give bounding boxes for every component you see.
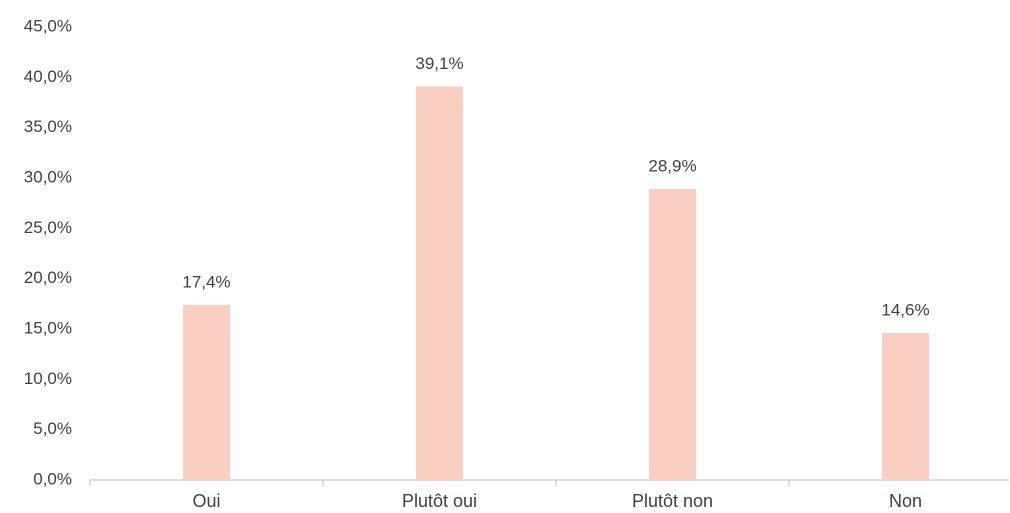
y-tick-label: 0,0% <box>33 469 72 488</box>
y-tick-label: 45,0% <box>24 16 72 35</box>
x-tick-label: Plutôt oui <box>402 491 477 511</box>
x-tick-label: Oui <box>192 491 220 511</box>
bar <box>882 333 929 480</box>
data-label: 28,9% <box>648 157 696 176</box>
bar <box>416 86 463 480</box>
data-label: 14,6% <box>881 301 929 320</box>
x-tick-label: Non <box>889 491 922 511</box>
y-tick-label: 35,0% <box>24 117 72 136</box>
y-tick-label: 25,0% <box>24 218 72 237</box>
x-tick-label: Plutôt non <box>632 491 713 511</box>
y-tick-label: 30,0% <box>24 167 72 186</box>
bar <box>183 304 230 480</box>
bar <box>649 189 696 480</box>
y-tick-label: 10,0% <box>24 369 72 388</box>
data-label: 17,4% <box>182 272 230 291</box>
y-tick-label: 15,0% <box>24 318 72 337</box>
y-tick-label: 5,0% <box>33 419 72 438</box>
data-label: 39,1% <box>415 54 463 73</box>
y-tick-label: 40,0% <box>24 67 72 86</box>
y-tick-label: 20,0% <box>24 268 72 287</box>
